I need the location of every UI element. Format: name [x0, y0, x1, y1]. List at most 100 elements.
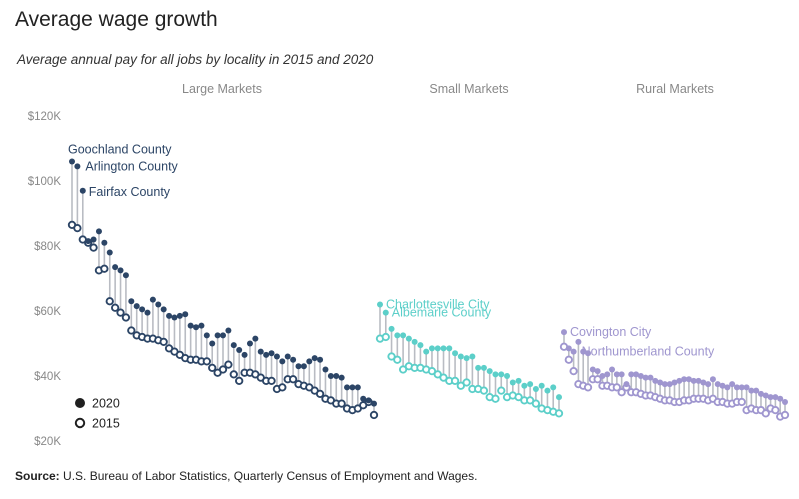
point-2020: [714, 381, 721, 388]
point-2020: [354, 384, 361, 391]
point-2020: [344, 384, 351, 391]
point-2020: [690, 377, 697, 384]
source-label: Source:: [15, 469, 60, 483]
point-2020: [193, 324, 200, 331]
point-2020: [757, 390, 764, 397]
point-2020: [166, 312, 173, 319]
point-2020: [322, 366, 329, 373]
point-2020: [452, 350, 459, 357]
point-2015: [369, 410, 379, 420]
point-2015: [462, 378, 471, 387]
point-2020: [544, 387, 551, 394]
point-2020: [743, 384, 750, 391]
point-2015: [381, 332, 390, 342]
point-2020: [74, 163, 81, 170]
point-2015: [737, 397, 746, 407]
point-2020: [79, 187, 86, 194]
point-2020: [604, 371, 611, 378]
point-2020: [762, 392, 769, 399]
annotation-fairfax-county: Fairfax County: [89, 185, 171, 199]
point-2020: [613, 371, 620, 378]
point-2020: [365, 397, 372, 404]
point-2020: [637, 373, 644, 379]
point-2015: [100, 264, 109, 273]
point-2020: [338, 374, 345, 381]
point-2020: [589, 366, 596, 373]
annotation-northumberland-county: Northumberland County: [582, 345, 715, 359]
point-2020: [647, 374, 654, 381]
point-2015: [218, 365, 228, 374]
point-2020: [492, 371, 499, 378]
point-2020: [623, 381, 630, 388]
point-2015: [479, 386, 489, 395]
point-2020: [521, 382, 528, 389]
point-2015: [780, 410, 790, 420]
point-2020: [509, 379, 516, 386]
y-tick-label: $120K: [28, 111, 62, 123]
point-2020: [695, 377, 702, 384]
point-2020: [738, 384, 745, 391]
point-2020: [753, 387, 760, 394]
point-2015: [450, 376, 460, 386]
point-2015: [771, 405, 780, 415]
point-2020: [327, 373, 334, 379]
point-2020: [561, 329, 567, 336]
point-2020: [428, 345, 435, 352]
point-2020: [628, 371, 635, 378]
point-2020: [198, 322, 205, 329]
point-2020: [382, 309, 389, 316]
point-2020: [594, 368, 601, 375]
point-2020: [122, 272, 129, 279]
point-2015: [235, 376, 244, 386]
point-2020: [214, 332, 221, 339]
point-2020: [446, 345, 453, 352]
chart-marks: [67, 158, 790, 421]
point-2020: [371, 400, 377, 407]
point-2015: [116, 308, 125, 317]
point-2020: [236, 347, 243, 353]
point-2020: [203, 332, 210, 339]
point-2020: [609, 366, 616, 373]
point-2015: [617, 388, 626, 397]
point-2020: [570, 348, 577, 355]
point-2020: [300, 363, 307, 370]
y-tick-label: $40K: [34, 371, 61, 383]
point-2015: [497, 386, 506, 395]
point-2020: [317, 356, 324, 363]
point-2020: [585, 350, 592, 357]
point-2020: [311, 355, 318, 362]
point-2020: [85, 238, 92, 245]
point-2020: [411, 338, 418, 345]
y-axis-ticks: $20K $40K $60K $80K $100K $120K: [28, 111, 62, 448]
group-label-small-markets: Small Markets: [429, 82, 508, 96]
point-2020: [209, 340, 216, 347]
point-2020: [333, 373, 340, 379]
point-2020: [360, 395, 367, 402]
point-2020: [618, 371, 625, 378]
point-2020: [295, 363, 302, 370]
annotation-covington-city: Covington City: [570, 325, 652, 339]
group-label-large-markets: Large Markets: [182, 82, 262, 96]
point-2020: [724, 384, 731, 391]
point-2020: [263, 351, 270, 358]
point-2020: [685, 376, 692, 383]
point-2020: [279, 358, 286, 365]
point-2020: [676, 377, 683, 384]
point-2015: [315, 389, 325, 399]
y-tick-label: $80K: [34, 241, 61, 253]
point-2020: [782, 399, 788, 405]
point-2020: [709, 376, 716, 383]
point-2020: [155, 301, 162, 308]
point-2015: [393, 355, 402, 364]
point-2015: [569, 366, 578, 376]
point-2020: [486, 368, 493, 375]
point-2020: [532, 386, 539, 392]
point-2015: [612, 383, 621, 392]
point-2020: [556, 394, 562, 401]
chart-annotations: Goochland County Arlington County Fairfax …: [68, 143, 715, 359]
point-2020: [423, 348, 430, 355]
point-2020: [388, 325, 395, 332]
point-2015: [127, 326, 136, 335]
point-2020: [705, 381, 712, 388]
